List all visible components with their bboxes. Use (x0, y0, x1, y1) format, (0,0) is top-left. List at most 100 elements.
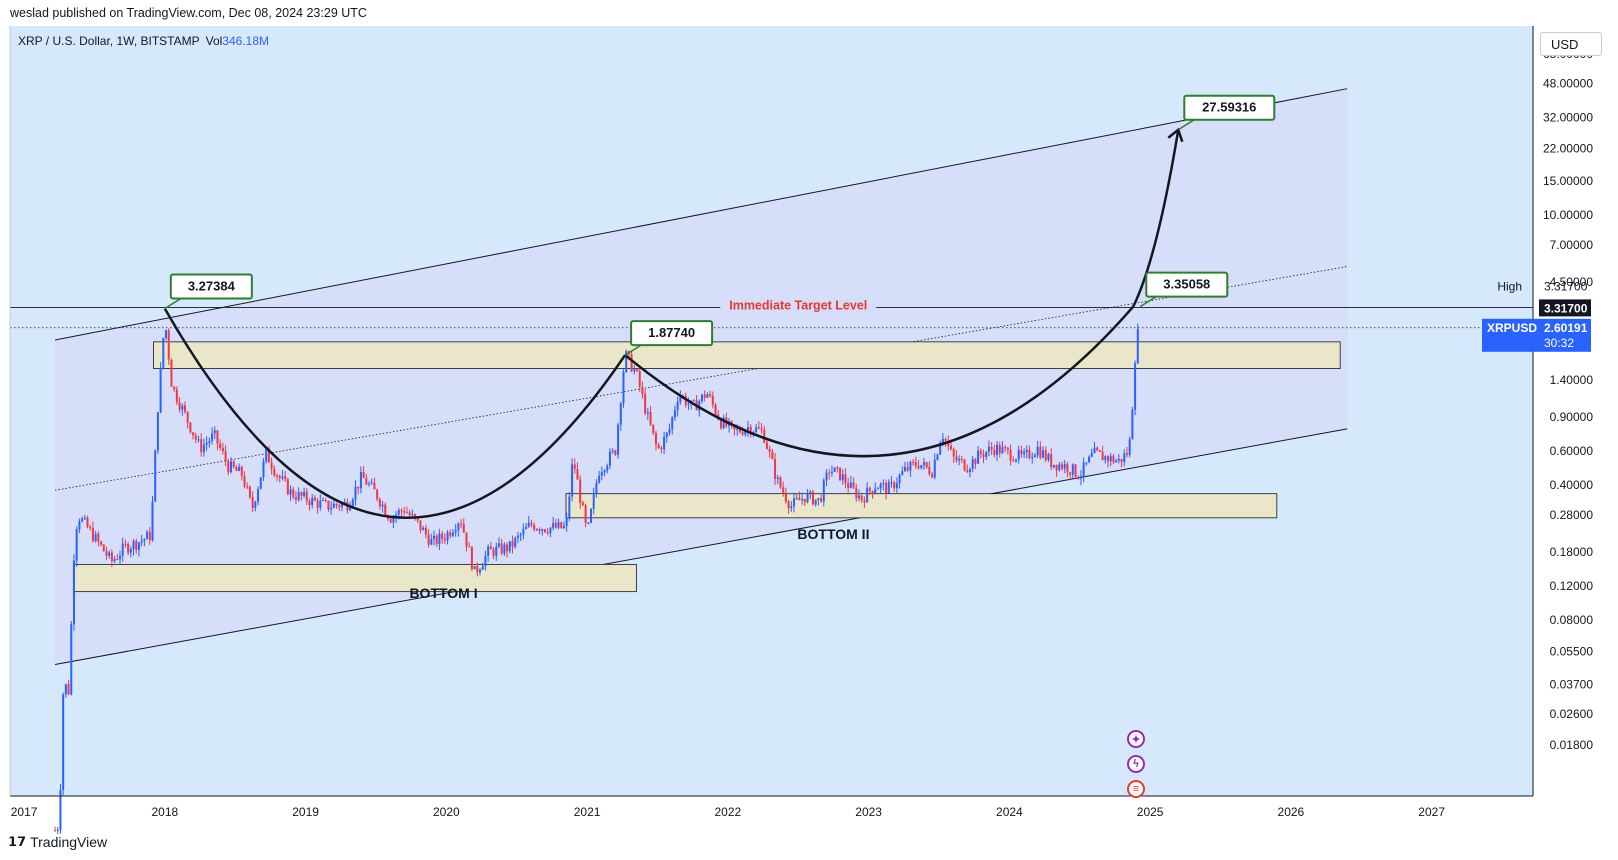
candle-body (500, 543, 503, 554)
candle-body (617, 424, 620, 455)
candle-body (56, 829, 59, 831)
support-zone-3 (565, 493, 1278, 519)
candle-body (370, 482, 373, 484)
candle-body (1107, 456, 1110, 462)
candle-body (700, 394, 703, 402)
candle-body (416, 517, 419, 521)
candle-body (760, 428, 763, 430)
candle-body (998, 444, 1001, 454)
candle-body (289, 489, 292, 495)
candle-body (871, 490, 874, 494)
candle-body (912, 461, 915, 463)
candle-body (140, 540, 143, 543)
candle-body (711, 396, 714, 405)
candle-body (143, 539, 146, 541)
candle-body (497, 543, 500, 547)
candle-body (202, 444, 205, 453)
candle-body (362, 472, 365, 478)
candle-body (178, 402, 181, 410)
candle-body (749, 426, 752, 434)
candle-body (338, 505, 341, 508)
us-flag-icon[interactable]: ≡ (1127, 780, 1145, 798)
price-label-pointer (1139, 295, 1157, 308)
candle-body (113, 559, 116, 562)
candle-body (952, 448, 955, 457)
candle-body (219, 443, 222, 448)
candle-body (844, 474, 847, 484)
lightning-icon[interactable]: ϟ (1127, 755, 1145, 773)
candle-body (167, 330, 170, 360)
candle-body (560, 522, 563, 528)
candle-body (784, 492, 787, 502)
candle-body (931, 474, 934, 478)
sparkle-icon[interactable]: ✦ (1127, 730, 1145, 748)
candle-body (462, 523, 465, 533)
candle-body (1017, 450, 1020, 460)
candle-body (676, 401, 679, 411)
candle-body (706, 394, 709, 398)
candle-body (936, 454, 939, 460)
candle-body (955, 456, 958, 461)
candle-body (1085, 462, 1088, 464)
candle-body (1128, 439, 1131, 455)
candle-body (357, 486, 360, 489)
candle-body (397, 510, 400, 515)
candle-body (633, 369, 636, 372)
candle-body (1117, 458, 1120, 461)
candle-body (933, 459, 936, 478)
candle-body (598, 475, 601, 483)
candles-group (54, 323, 1139, 834)
candle-body (211, 433, 214, 441)
candle-body (311, 497, 314, 505)
candle-body (1039, 446, 1042, 458)
candle-body (1125, 453, 1128, 455)
y-tick-label: 0.90000 (1550, 410, 1594, 424)
candle-body (822, 480, 825, 502)
candle-body (722, 417, 725, 429)
candle-body (714, 404, 717, 415)
candle-body (530, 522, 533, 525)
candle-body (381, 504, 384, 507)
x-tick-label: 2019 (292, 805, 319, 819)
candle-body (508, 541, 511, 552)
channel-bottom-line (54, 428, 1348, 665)
last-price-countdown: 30:32 (1544, 336, 1574, 350)
candle-body (738, 428, 741, 433)
candle-body (422, 527, 425, 531)
candle-body (395, 514, 398, 517)
candle-body (600, 472, 603, 476)
y-tick-label: 0.02600 (1550, 707, 1594, 721)
x-tick-label: 2023 (855, 805, 882, 819)
candle-body (879, 483, 882, 489)
candle-body (1090, 453, 1093, 457)
candle-body (982, 454, 985, 457)
candle-body (132, 541, 135, 550)
lines-group (10, 127, 1533, 519)
currency-button[interactable]: USD (1540, 32, 1602, 56)
candle-body (554, 523, 557, 528)
candle-body (622, 372, 625, 404)
candle-body (468, 546, 471, 548)
candle-body (457, 523, 460, 531)
candle-body (108, 552, 111, 556)
y-tick-label: 0.18000 (1550, 545, 1594, 559)
candle-body (757, 427, 760, 429)
candle-body (549, 527, 552, 534)
price-label-pointer (1177, 119, 1195, 131)
candle-body (996, 444, 999, 455)
candle-body (1104, 456, 1107, 461)
candle-body (400, 510, 403, 512)
candle-body (608, 451, 611, 466)
candle-body (435, 535, 438, 545)
candle-body (914, 462, 917, 466)
candle-body (782, 487, 785, 493)
candle-body (817, 498, 820, 500)
candle-body (755, 427, 758, 432)
candle-body (890, 482, 893, 484)
candle-body (1001, 447, 1004, 454)
candle-body (576, 468, 579, 480)
candle-body (590, 508, 593, 523)
candle-body (484, 555, 487, 567)
candle-body (557, 522, 560, 528)
